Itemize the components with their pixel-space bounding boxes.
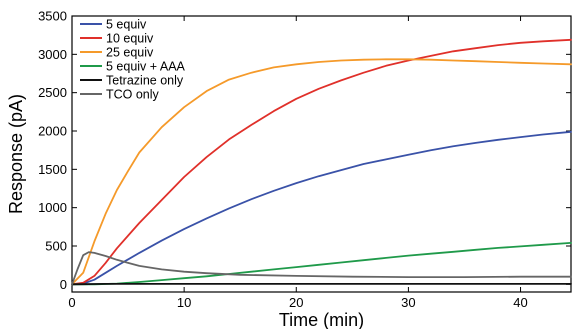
x-tick-label: 20 bbox=[289, 295, 303, 310]
x-tick-label: 0 bbox=[68, 295, 75, 310]
series-lines bbox=[71, 38, 572, 286]
y-tick-label: 3000 bbox=[38, 47, 67, 62]
series-line-3 bbox=[71, 58, 572, 286]
y-tick-label: 500 bbox=[45, 239, 67, 254]
x-axis-title: Time (min) bbox=[279, 310, 364, 329]
y-axis-title: Response (pA) bbox=[6, 94, 26, 214]
legend-label-2: 10 equiv bbox=[106, 32, 154, 46]
legend-label-5: Tetrazine only bbox=[106, 74, 184, 88]
y-tick-label: 1500 bbox=[38, 162, 67, 177]
series-line-6 bbox=[71, 251, 572, 286]
series-line-1 bbox=[71, 130, 572, 286]
axes: 0 500 1000 1500 2000 2500 3000 3500 0 10 20 30 40 bbox=[38, 9, 572, 310]
series-line-2 bbox=[71, 38, 572, 286]
x-tick-label: 30 bbox=[401, 295, 415, 310]
x-tick-label: 40 bbox=[513, 295, 527, 310]
plot-frame bbox=[71, 15, 572, 293]
x-tick-label: 10 bbox=[177, 295, 191, 310]
y-tick-label: 2500 bbox=[38, 85, 67, 100]
series-line-4 bbox=[71, 241, 572, 286]
y-tick-label: 3500 bbox=[38, 9, 67, 24]
legend-label-1: 5 equiv bbox=[106, 18, 147, 32]
legend-label-3: 25 equiv bbox=[106, 46, 154, 60]
legend-label-4: 5 equiv + AAA bbox=[106, 60, 186, 74]
legend-label-6: TCO only bbox=[106, 88, 160, 102]
y-tick-label: 1000 bbox=[38, 200, 67, 215]
y-tick-label: 0 bbox=[60, 277, 67, 292]
y-tick-label: 2000 bbox=[38, 124, 67, 139]
